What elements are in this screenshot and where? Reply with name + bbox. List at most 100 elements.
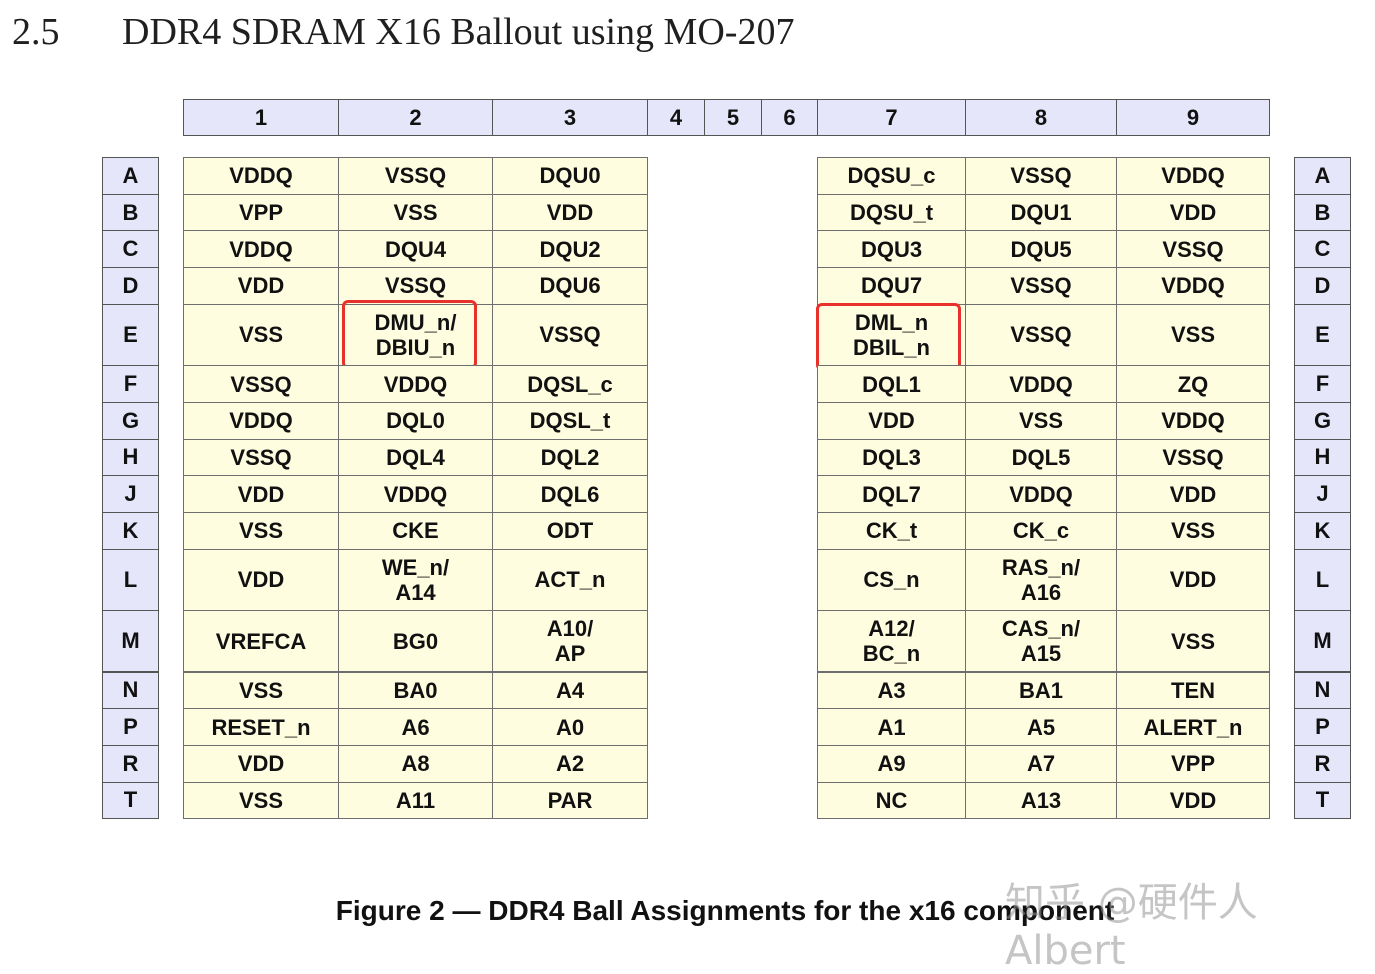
column-header: 3	[492, 99, 648, 136]
pin-cell: DQSL_c	[492, 365, 648, 403]
row-label-right: K	[1294, 512, 1351, 550]
pin-cell: DQSU_t	[817, 193, 966, 232]
row-label-right: J	[1294, 475, 1351, 513]
row-label-right: P	[1294, 708, 1351, 746]
pin-cell: VDD	[492, 193, 648, 232]
pin-cell: VSSQ	[965, 267, 1117, 305]
pin-cell: DQL3	[817, 438, 966, 477]
pin-cell: A0	[492, 708, 648, 746]
pin-cell: DQU3	[817, 230, 966, 269]
pin-cell: VDDQ	[965, 365, 1117, 403]
row-label-right: E	[1294, 303, 1351, 367]
pin-cell: DQU2	[492, 230, 648, 269]
pin-cell: DQL0	[338, 401, 493, 440]
pin-cell: ZQ	[1116, 365, 1270, 403]
pin-cell: VSS	[1116, 512, 1270, 550]
pin-cell: ACT_n	[492, 548, 648, 612]
figure-caption: Figure 2 — DDR4 Ball Assignments for the…	[335, 895, 1115, 926]
pin-cell: VSSQ	[183, 438, 339, 477]
pin-cell: VDD	[183, 744, 339, 783]
pin-cell: VSS	[965, 401, 1117, 440]
column-header: 6	[761, 99, 818, 136]
pin-cell: DQL4	[338, 438, 493, 477]
row-label-right: A	[1294, 157, 1351, 195]
row-label-left: C	[102, 230, 159, 269]
pin-cell: ALERT_n	[1116, 708, 1270, 746]
row-label-left: F	[102, 365, 159, 403]
pin-cell: VSSQ	[1116, 230, 1270, 269]
pin-cell: VDDQ	[338, 365, 493, 403]
pin-cell: VSSQ	[965, 303, 1117, 367]
column-header: 8	[965, 99, 1117, 136]
pin-cell: VDDQ	[1116, 401, 1270, 440]
pin-cell: WE_n/ A14	[338, 548, 493, 612]
pin-cell: VSS	[1116, 303, 1270, 367]
row-label-right: H	[1294, 438, 1351, 477]
pin-cell: A7	[965, 744, 1117, 783]
row-label-left: A	[102, 157, 159, 195]
pin-cell: VSS	[183, 671, 339, 710]
pin-cell: A11	[338, 781, 493, 820]
row-label-right: D	[1294, 267, 1351, 305]
pin-cell: A13	[965, 781, 1117, 820]
row-label-left: B	[102, 193, 159, 232]
pin-cell: VDDQ	[965, 475, 1117, 513]
row-label-left: J	[102, 475, 159, 513]
pin-cell: DQU5	[965, 230, 1117, 269]
pin-cell: CKE	[338, 512, 493, 550]
pin-cell: VREFCA	[183, 610, 339, 673]
column-header: 1	[183, 99, 339, 136]
pin-cell: DQU1	[965, 193, 1117, 232]
watermark: 知乎 @硬件人Albert	[1005, 880, 1258, 974]
pin-cell: A4	[492, 671, 648, 710]
column-header: 4	[647, 99, 705, 136]
pin-cell: A9	[817, 744, 966, 783]
row-label-right: B	[1294, 193, 1351, 232]
pin-cell: VSS	[183, 512, 339, 550]
row-label-left: G	[102, 401, 159, 440]
pin-cell: VDDQ	[183, 157, 339, 195]
column-header: 9	[1116, 99, 1270, 136]
pin-cell: VSSQ	[338, 267, 493, 305]
pin-cell: VSSQ	[183, 365, 339, 403]
row-label-right: T	[1294, 781, 1351, 820]
pin-cell: CK_c	[965, 512, 1117, 550]
column-header: 5	[704, 99, 762, 136]
pin-cell: A6	[338, 708, 493, 746]
pin-cell: BG0	[338, 610, 493, 673]
row-label-right: G	[1294, 401, 1351, 440]
pin-cell: A1	[817, 708, 966, 746]
pin-cell: DQSL_t	[492, 401, 648, 440]
pin-cell: VDD	[1116, 548, 1270, 612]
pin-cell: VSSQ	[965, 157, 1117, 195]
pin-cell: VSS	[183, 781, 339, 820]
pin-cell: BA1	[965, 671, 1117, 710]
pin-cell: DQL2	[492, 438, 648, 477]
row-label-left: R	[102, 744, 159, 783]
section-number: 2.5	[12, 11, 60, 53]
row-label-left: P	[102, 708, 159, 746]
pin-cell: VDD	[1116, 475, 1270, 513]
pin-cell: A5	[965, 708, 1117, 746]
row-label-left: D	[102, 267, 159, 305]
pin-cell: DQU6	[492, 267, 648, 305]
pin-cell: A3	[817, 671, 966, 710]
pin-cell: VSSQ	[1116, 438, 1270, 477]
pin-cell: VPP	[1116, 744, 1270, 783]
pin-cell: DQL1	[817, 365, 966, 403]
row-label-right: M	[1294, 610, 1351, 673]
pin-cell: VDD	[183, 548, 339, 612]
row-label-right: L	[1294, 548, 1351, 612]
pin-cell: VDD	[1116, 193, 1270, 232]
row-label-right: N	[1294, 671, 1351, 710]
pin-cell: DMU_n/ DBIU_n	[338, 303, 493, 367]
pin-cell: A8	[338, 744, 493, 783]
row-label-left: L	[102, 548, 159, 612]
pin-cell: A2	[492, 744, 648, 783]
pin-cell: DQU4	[338, 230, 493, 269]
pin-cell: VDDQ	[183, 230, 339, 269]
pin-cell: CK_t	[817, 512, 966, 550]
pin-cell: RESET_n	[183, 708, 339, 746]
pin-cell: TEN	[1116, 671, 1270, 710]
pin-cell: ODT	[492, 512, 648, 550]
